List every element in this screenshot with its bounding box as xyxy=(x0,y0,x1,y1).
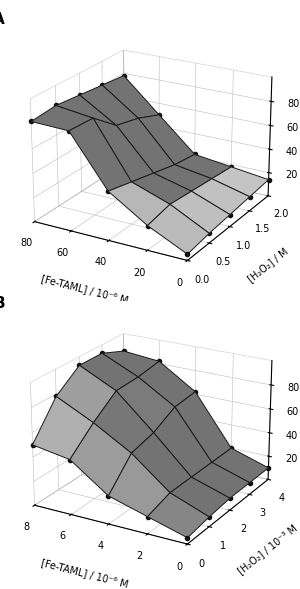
Y-axis label: [H₂O₂] / M: [H₂O₂] / M xyxy=(246,246,290,284)
Text: A: A xyxy=(0,12,5,27)
Y-axis label: [H₂O₂] / 10⁻³ M: [H₂O₂] / 10⁻³ M xyxy=(236,522,299,576)
Text: B: B xyxy=(0,296,5,311)
X-axis label: [Fe-TAML] / 10⁻⁶ M: [Fe-TAML] / 10⁻⁶ M xyxy=(40,557,129,589)
X-axis label: [Fe-TAML] / 10⁻⁶ M: [Fe-TAML] / 10⁻⁶ M xyxy=(40,274,129,306)
